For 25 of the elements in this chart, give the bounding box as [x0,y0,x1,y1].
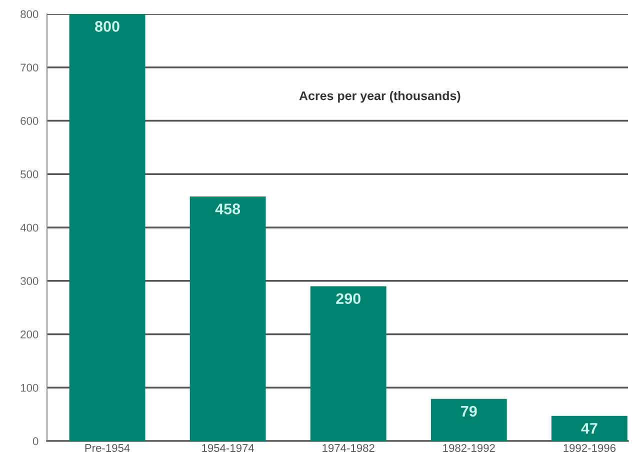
y-tick-label: 700 [20,64,38,72]
text: Acres per year (thousands) [299,91,460,103]
x-tick-label: 1992-1996 [564,444,616,452]
data-label: 47 [581,423,598,434]
y-tick-label: 500 [20,170,38,178]
y-tick-label: 300 [20,277,38,286]
y-tick-label: 100 [20,384,38,392]
x-tick-label: Pre-1954 [85,444,130,452]
bar [310,286,386,441]
bar [551,416,628,441]
y-tick-label: 800 [20,10,38,18]
y-tick-label: 600 [20,117,38,125]
x-tick-label: 1982-1992 [443,444,495,452]
data-label: 290 [336,293,360,304]
data-label: 800 [95,20,120,32]
x-tick-label: 1954-1974 [202,444,254,452]
data-label: 458 [215,204,240,214]
bar [190,196,266,441]
data-label: 79 [461,406,477,417]
bar [69,14,146,441]
y-tick-label: 400 [20,224,38,232]
y-tick-label: 0 [32,437,38,446]
x-tick-label: 1974-1982 [322,444,374,452]
y-tick-label: 200 [20,330,38,338]
bar [430,398,507,441]
